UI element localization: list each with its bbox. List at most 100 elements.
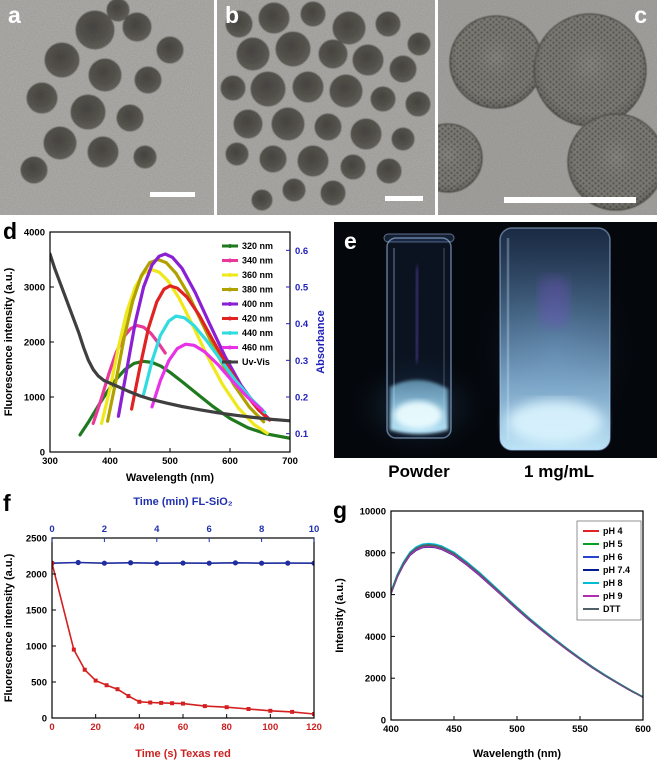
panel-b-tem-image: b (217, 0, 435, 215)
grain-overlay (0, 0, 214, 215)
svg-text:400: 400 (102, 456, 118, 467)
panel-d-chart: 300 400 500 600 700 0 1000 2000 3000 4000 0.1 0.2 0.… (0, 220, 330, 488)
panel-f-label: f (3, 490, 11, 516)
panel-a-tem-image: a (0, 0, 214, 215)
svg-text:Fluorescence intensity (a.u.): Fluorescence intensity (a.u.) (3, 267, 15, 416)
svg-text:4: 4 (154, 524, 160, 535)
scale-bar (385, 196, 423, 201)
svg-text:pH 6: pH 6 (603, 552, 623, 562)
svg-text:0.1: 0.1 (295, 429, 309, 440)
svg-text:0.5: 0.5 (295, 283, 309, 294)
svg-text:1000: 1000 (24, 393, 45, 404)
svg-text:0.2: 0.2 (295, 393, 308, 404)
svg-text:700: 700 (282, 456, 298, 467)
svg-text:340 nm: 340 nm (242, 256, 273, 266)
grain-overlay (217, 0, 435, 215)
panel-c-tem-image: c (438, 0, 657, 215)
svg-text:460 nm: 460 nm (242, 343, 273, 353)
svg-text:Fluorescence intensity (a.u.): Fluorescence intensity (a.u.) (3, 553, 15, 702)
tem-micrograph-b (217, 0, 435, 215)
svg-text:600: 600 (635, 724, 651, 735)
svg-text:440 nm: 440 nm (242, 328, 273, 338)
svg-text:2: 2 (102, 524, 107, 535)
panel-c-label: c (634, 2, 647, 28)
svg-text:500: 500 (509, 724, 525, 735)
panel-e-photo: e Powder 1 mg/mL (334, 222, 657, 488)
svg-text:pH 4: pH 4 (603, 526, 623, 536)
panel-g-label: g (333, 497, 348, 523)
svg-text:120: 120 (306, 722, 322, 733)
svg-text:0.6: 0.6 (295, 246, 308, 257)
svg-text:420 nm: 420 nm (242, 314, 273, 324)
svg-text:0: 0 (49, 524, 54, 535)
scale-bar (504, 197, 636, 203)
panel-f-chart: 0 20 40 60 80 100 120 0 2 4 6 8 10 0 500 1000 1500 2000 25… (0, 492, 326, 764)
svg-text:550: 550 (572, 724, 588, 735)
svg-text:DTT: DTT (603, 604, 621, 614)
svg-text:400 nm: 400 nm (242, 299, 273, 309)
ph-stability-chart: 400 450 500 550 6000200040006000800010000Wav… (334, 507, 651, 761)
svg-text:0: 0 (42, 714, 47, 725)
tem-micrograph-a (0, 0, 214, 215)
svg-text:6000: 6000 (365, 590, 386, 601)
panel-e-letter: e (344, 228, 357, 254)
scale-bar (150, 192, 195, 197)
svg-text:pH 9: pH 9 (603, 591, 623, 601)
svg-text:10: 10 (309, 524, 320, 535)
svg-text:400: 400 (383, 724, 399, 735)
svg-text:380 nm: 380 nm (242, 285, 273, 295)
svg-text:20: 20 (90, 722, 101, 733)
svg-text:320 nm: 320 nm (242, 241, 273, 251)
tem-micrograph-c (438, 0, 657, 215)
svg-text:80: 80 (221, 722, 232, 733)
panel-b-label: b (225, 2, 240, 28)
panel-a-label: a (8, 2, 21, 28)
panel-g-chart: 400 450 500 550 600 0 2000 4000 6000 8000 10000 Wav… (331, 497, 657, 764)
svg-text:pH 7.4: pH 7.4 (603, 565, 630, 575)
svg-text:3000: 3000 (24, 283, 45, 294)
svg-text:2500: 2500 (26, 534, 47, 545)
fluorescence-absorbance-chart: 300 400 500 600 700 0 1000 2000 3000 4000 0.1 0.2 0.… (3, 228, 327, 485)
svg-text:0: 0 (49, 722, 54, 733)
panel-d-label: d (3, 218, 18, 244)
svg-text:Wavelength (nm): Wavelength (nm) (473, 748, 562, 760)
svg-text:Wavelength (nm): Wavelength (nm) (126, 472, 215, 484)
svg-text:8000: 8000 (365, 548, 386, 559)
svg-text:1000: 1000 (26, 642, 47, 653)
uv-photo (334, 222, 657, 458)
svg-text:Uv-Vis: Uv-Vis (242, 357, 270, 367)
svg-text:0.3: 0.3 (295, 356, 308, 367)
svg-text:0.4: 0.4 (295, 319, 309, 330)
vial-powder (383, 233, 455, 439)
svg-text:60: 60 (178, 722, 189, 733)
svg-text:40: 40 (134, 722, 145, 733)
svg-text:Absorbance: Absorbance (315, 310, 327, 374)
svg-text:600: 600 (222, 456, 238, 467)
svg-text:Intensity (a.u.): Intensity (a.u.) (334, 578, 346, 653)
svg-text:pH 5: pH 5 (603, 539, 623, 549)
svg-text:500: 500 (31, 678, 47, 689)
svg-text:1500: 1500 (26, 606, 47, 617)
caption-concentration: 1 mg/mL (524, 462, 594, 481)
svg-text:6: 6 (207, 524, 212, 535)
svg-text:0: 0 (381, 716, 386, 727)
svg-text:4000: 4000 (365, 632, 386, 643)
svg-text:Time (min) FL-SiO₂: Time (min) FL-SiO₂ (133, 496, 233, 508)
svg-text:0: 0 (40, 448, 45, 459)
svg-text:2000: 2000 (26, 570, 47, 581)
svg-text:450: 450 (446, 724, 462, 735)
svg-text:2000: 2000 (24, 338, 45, 349)
svg-text:300: 300 (42, 456, 58, 467)
svg-text:500: 500 (162, 456, 178, 467)
svg-text:10000: 10000 (360, 507, 386, 518)
svg-text:pH 8: pH 8 (603, 578, 623, 588)
svg-text:2000: 2000 (365, 674, 386, 685)
svg-text:100: 100 (262, 722, 278, 733)
grain-overlay (438, 0, 657, 215)
svg-text:Time (s) Texas red: Time (s) Texas red (135, 748, 231, 760)
svg-text:360 nm: 360 nm (242, 270, 273, 280)
glowing-solution (499, 227, 611, 451)
svg-text:8: 8 (259, 524, 264, 535)
